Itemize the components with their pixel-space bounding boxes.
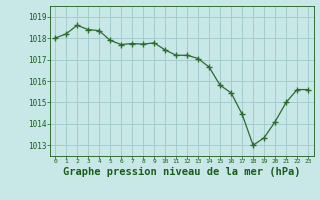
X-axis label: Graphe pression niveau de la mer (hPa): Graphe pression niveau de la mer (hPa) [63,167,300,177]
